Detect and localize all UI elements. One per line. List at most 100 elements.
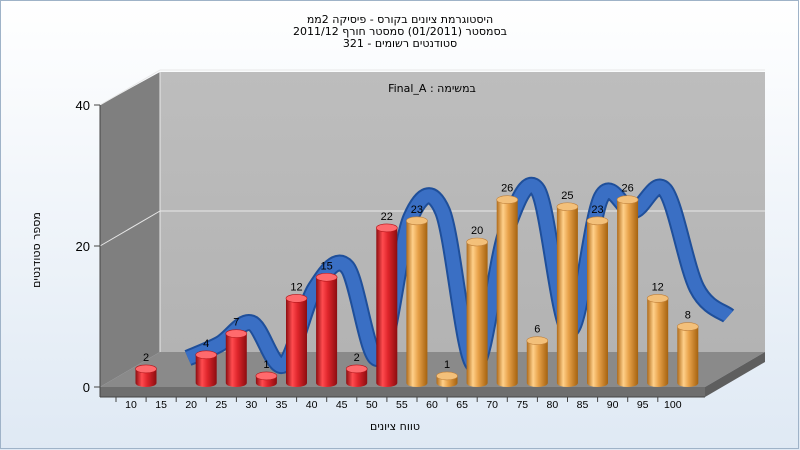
bars — [135, 195, 699, 387]
bar-value-label: 23 — [591, 204, 603, 216]
bar-body — [406, 220, 428, 387]
x-tick-label: 15 — [155, 399, 167, 411]
bar-body — [647, 298, 669, 387]
chart-subtitle: Final_A : במשימה — [388, 82, 476, 95]
x-tick-label: 45 — [336, 399, 348, 411]
x-tick-label: 75 — [516, 399, 528, 411]
x-tick-label: 50 — [366, 399, 378, 411]
bar — [285, 294, 308, 387]
bar-value-label: 1 — [263, 359, 269, 371]
bar-value-label: 2 — [143, 352, 149, 364]
x-ticks: 10 15 20 25 30 35 40 45 50 55 60 65 70 75 80 85 90 95 100 — [115, 397, 682, 411]
x-tick-label: 40 — [306, 399, 318, 411]
bar-value-label: 12 — [652, 281, 664, 293]
bar — [135, 364, 157, 387]
bar — [556, 202, 579, 387]
chart-title-line-1: היסטוגרמת ציונים בקורס - פיסיקה 2ממ — [307, 13, 493, 26]
x-tick-label: 65 — [456, 399, 468, 411]
bar-value-label: 2 — [354, 352, 360, 364]
bar — [586, 216, 609, 387]
bar-top — [676, 322, 699, 331]
bar-body — [286, 298, 307, 387]
floor-edge — [100, 387, 705, 397]
bar-value-label: 6 — [534, 324, 540, 336]
bar-top — [315, 272, 338, 282]
bar-top — [526, 336, 549, 346]
bar-body — [556, 206, 578, 387]
bar-body — [195, 354, 217, 387]
floor-edge-side — [705, 352, 765, 397]
bar — [646, 294, 669, 387]
bar-body — [316, 277, 338, 387]
bar — [406, 216, 428, 387]
x-tick-label: 95 — [637, 399, 649, 411]
bar-top — [556, 202, 579, 212]
bar-top — [496, 195, 519, 204]
x-tick-label: 35 — [276, 399, 288, 411]
x-tick-label: 25 — [215, 399, 227, 411]
bar-value-label: 8 — [685, 310, 691, 322]
bar-top — [195, 350, 217, 360]
bar-top — [616, 195, 639, 204]
bar-value-label: 15 — [320, 260, 332, 272]
bar-top — [225, 329, 248, 338]
bar-top — [285, 294, 308, 303]
bar-value-label: 26 — [501, 183, 513, 195]
bar — [526, 336, 549, 387]
y-tick-label: 0 — [83, 380, 90, 395]
x-tick-label: 85 — [577, 399, 589, 411]
bar-value-label: 4 — [203, 338, 209, 350]
bar-value-label: 22 — [381, 211, 393, 223]
bar-value-label: 20 — [471, 225, 483, 237]
bar-value-label: 1 — [444, 359, 450, 371]
x-tick-label: 55 — [396, 399, 408, 411]
x-tick-label: 90 — [607, 399, 619, 411]
bar — [315, 272, 338, 387]
bar-top — [436, 371, 458, 381]
y-tick-label: 40 — [76, 98, 90, 113]
bar-body — [587, 220, 608, 387]
x-tick-label: 60 — [426, 399, 438, 411]
side-wall — [100, 72, 160, 387]
bar — [195, 350, 217, 387]
grid-lines — [99, 69, 765, 352]
bar — [375, 223, 398, 387]
bar-top — [255, 371, 278, 381]
bar-value-label: 7 — [233, 317, 239, 329]
bar — [496, 195, 519, 387]
bar — [616, 195, 639, 387]
chart-title-line-3: 321 - סטודנטים רשומים — [343, 37, 457, 50]
x-tick-label: 10 — [125, 399, 137, 411]
bar — [436, 371, 458, 387]
bar-value-label: 26 — [621, 183, 633, 195]
bar-value-label: 25 — [561, 190, 573, 202]
bar-top — [375, 223, 398, 233]
bar-top — [466, 237, 488, 247]
chart-title-line-2: בסמסטר (01/2011) סמסטר חורף 2011/12 — [293, 25, 507, 38]
bar-body — [346, 368, 368, 387]
bar — [255, 371, 278, 387]
bar — [466, 237, 488, 387]
bar-body — [225, 333, 247, 387]
bar-top — [586, 216, 609, 226]
grid-line-side — [99, 210, 161, 247]
x-axis-label: טווח ציונים — [370, 420, 420, 433]
grid-line-side — [99, 69, 161, 106]
x-tick-label: 20 — [185, 399, 197, 411]
bar-body — [496, 199, 518, 387]
y-axis-label: מספר סטודנטים — [30, 212, 43, 288]
y-ticks: 0 20 40 — [76, 98, 100, 395]
bar-body — [617, 199, 639, 387]
bar-value-label: 12 — [290, 281, 302, 293]
bar-value-label: 23 — [411, 204, 423, 216]
y-tick-label: 20 — [76, 239, 90, 254]
bar — [225, 329, 248, 387]
bar-body — [376, 227, 398, 387]
x-tick-label: 70 — [486, 399, 498, 411]
bar — [345, 364, 368, 387]
bar-top — [646, 294, 669, 303]
